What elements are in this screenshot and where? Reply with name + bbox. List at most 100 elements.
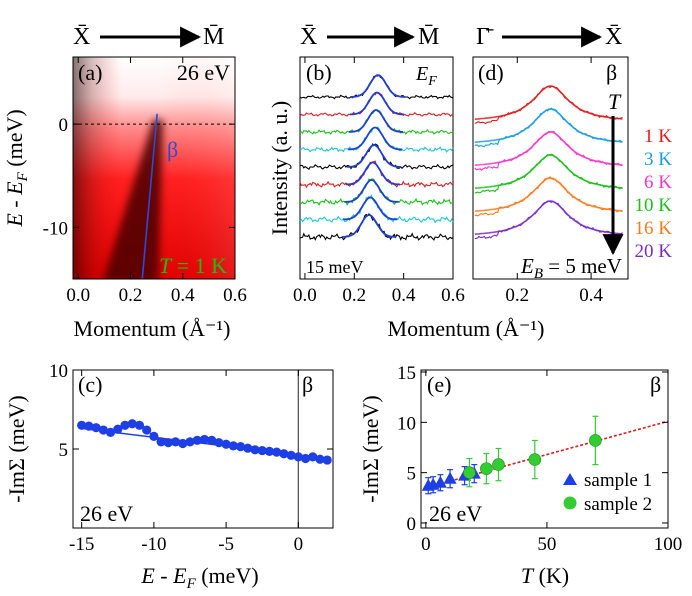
self-energy-point <box>322 455 332 465</box>
edc-fit-curve <box>474 177 623 212</box>
edc-curve <box>474 200 623 240</box>
temperature-value: = 1 K <box>171 253 227 278</box>
edc-fit-curve <box>474 85 623 120</box>
panel-a-y-tick-label: 0 <box>59 115 69 136</box>
panel-e-y-tick-label: 0 <box>407 514 417 535</box>
panel-c-y-tick-label: 10 <box>49 361 68 382</box>
mdc-fit-curve <box>344 179 399 203</box>
sample-1-point <box>443 471 457 484</box>
legend-sample-label: sample 2 <box>584 494 652 515</box>
self-energy-point <box>149 431 159 441</box>
panel-a-y-tick-label: -10 <box>43 218 68 239</box>
panel-b-x-tick-label: 0.0 <box>293 285 317 306</box>
self-energy-point <box>315 454 325 464</box>
panel-a-dir-from: X̄ <box>73 24 90 50</box>
self-energy-point <box>98 425 108 435</box>
self-energy-point <box>105 427 116 438</box>
self-energy-point <box>235 442 246 452</box>
edc-curve <box>474 176 623 217</box>
panel-d-dir-from: Γ̄ <box>476 24 494 50</box>
panel-d-x-tick-label: 0.2 <box>505 285 529 306</box>
sample-2-point <box>480 462 493 475</box>
edc-fit-curve <box>474 200 623 235</box>
panel-c-x-tick-label: -15 <box>69 534 94 555</box>
panel-b: X̄ M̄ 0.0 0.2 0.4 0.6 (b) EF 15 meV Intensi… <box>267 24 465 306</box>
self-energy-point <box>134 420 145 430</box>
mdc-fit-curve <box>345 161 400 186</box>
panel-e: 0 50 100 0 5 10 15 (e) β 26 eV sample 1 sample … <box>358 363 682 588</box>
self-energy-point <box>272 447 282 457</box>
mdc-fit-curve <box>350 74 406 98</box>
panel-e-x-tick-label: 50 <box>537 534 556 555</box>
self-energy-point <box>127 419 137 429</box>
self-energy-point <box>214 438 224 448</box>
mdc-curve <box>299 194 454 224</box>
self-energy-point <box>300 453 311 464</box>
panel-d-frame <box>472 56 629 280</box>
panel-c-xlabel: E - EF (meV) <box>140 563 258 592</box>
self-energy-point <box>199 434 210 445</box>
panel-c-band-label: β <box>302 372 313 397</box>
panel-d: Γ̄ X̄ 0.2 0.4 (d) β T EB = 5 meV 1 K3 K6 … <box>472 24 673 306</box>
panel-d-dir-to: X̄ <box>605 24 622 50</box>
panel-c-x-tick-label: -10 <box>141 534 166 555</box>
legend-sample-2-marker <box>563 496 577 510</box>
dispersion-fit-line <box>141 113 158 280</box>
mdc-fit-curve <box>347 126 403 151</box>
self-energy-point <box>257 445 267 456</box>
mdc-fit-curve <box>346 144 402 168</box>
legend-sample-label: sample 1 <box>584 470 652 491</box>
panel-a: X̄ M̄ 0.0 0.2 0.4 0.6 0 -10 (a) 26 eV β T = 1… <box>2 24 247 341</box>
self-energy-point <box>178 438 188 449</box>
self-energy-point <box>120 420 130 430</box>
panel-b-ylabel: Intensity (a. u.) <box>267 101 292 235</box>
panel-d-energy-label: EB = 5 meV <box>520 254 622 282</box>
panel-a-ylabel: E - EF (meV) <box>2 109 31 227</box>
mdc-fit-curve <box>342 214 397 238</box>
panel-c-ylabel: -ImΣ (meV) <box>4 395 29 503</box>
panel-a-x-tick-label: 0.4 <box>171 285 195 306</box>
self-energy-point <box>77 420 87 430</box>
panel-d-band-label: β <box>606 60 617 85</box>
sample-2-point <box>528 453 542 466</box>
self-energy-point <box>221 439 231 449</box>
self-energy-point <box>91 423 101 433</box>
panel-a-label: (a) <box>78 60 102 85</box>
self-energy-point <box>279 449 289 459</box>
legend-sample-1-marker <box>563 473 577 485</box>
edc-fit-curve <box>474 108 623 143</box>
self-energy-point <box>185 437 195 447</box>
edc-fit-curve <box>474 154 623 189</box>
panel-b-top-label: EF <box>415 63 437 89</box>
panel-b-x-tick-label: 0.2 <box>342 285 366 306</box>
legend-temperature: 1 K <box>644 126 672 147</box>
panel-e-y-tick-label: 5 <box>407 464 417 485</box>
legend-temperature: 10 K <box>635 195 673 216</box>
heatmap-image <box>73 57 235 279</box>
mdc-fit-curve <box>343 196 398 221</box>
panel-d-label: (d) <box>478 60 504 85</box>
panel-a-temperature: T = 1 K <box>159 253 227 278</box>
panel-c-y-tick-label: 5 <box>59 440 69 461</box>
legend-temperature: 6 K <box>644 172 672 193</box>
legend-temperature: 3 K <box>644 149 672 170</box>
panel-b-dir-from: X̄ <box>300 24 317 50</box>
sample-2-point <box>589 434 602 447</box>
sample-2-point <box>463 466 476 479</box>
panel-c-label: (c) <box>78 372 102 397</box>
self-energy-point <box>250 445 260 455</box>
panel-e-x-tick-label: 100 <box>654 534 683 555</box>
panel-e-label: (e) <box>427 372 451 397</box>
self-energy-point <box>156 437 166 447</box>
sample-2-point <box>492 458 505 471</box>
panel-c-photon-energy: 26 eV <box>80 501 133 526</box>
panel-bd-xlabel: Momentum (Å⁻¹) <box>388 316 545 341</box>
panel-d-x-tick-label: 0.4 <box>579 285 603 306</box>
panel-e-y-tick-label: 10 <box>397 413 416 434</box>
legend-temperature: 16 K <box>635 218 673 239</box>
panel-b-bottom-label: 15 meV <box>306 257 364 277</box>
panel-e-y-tick-label: 15 <box>397 363 416 384</box>
temperature-symbol: T <box>159 253 173 278</box>
panel-b-dir-to: M̄ <box>418 24 439 50</box>
